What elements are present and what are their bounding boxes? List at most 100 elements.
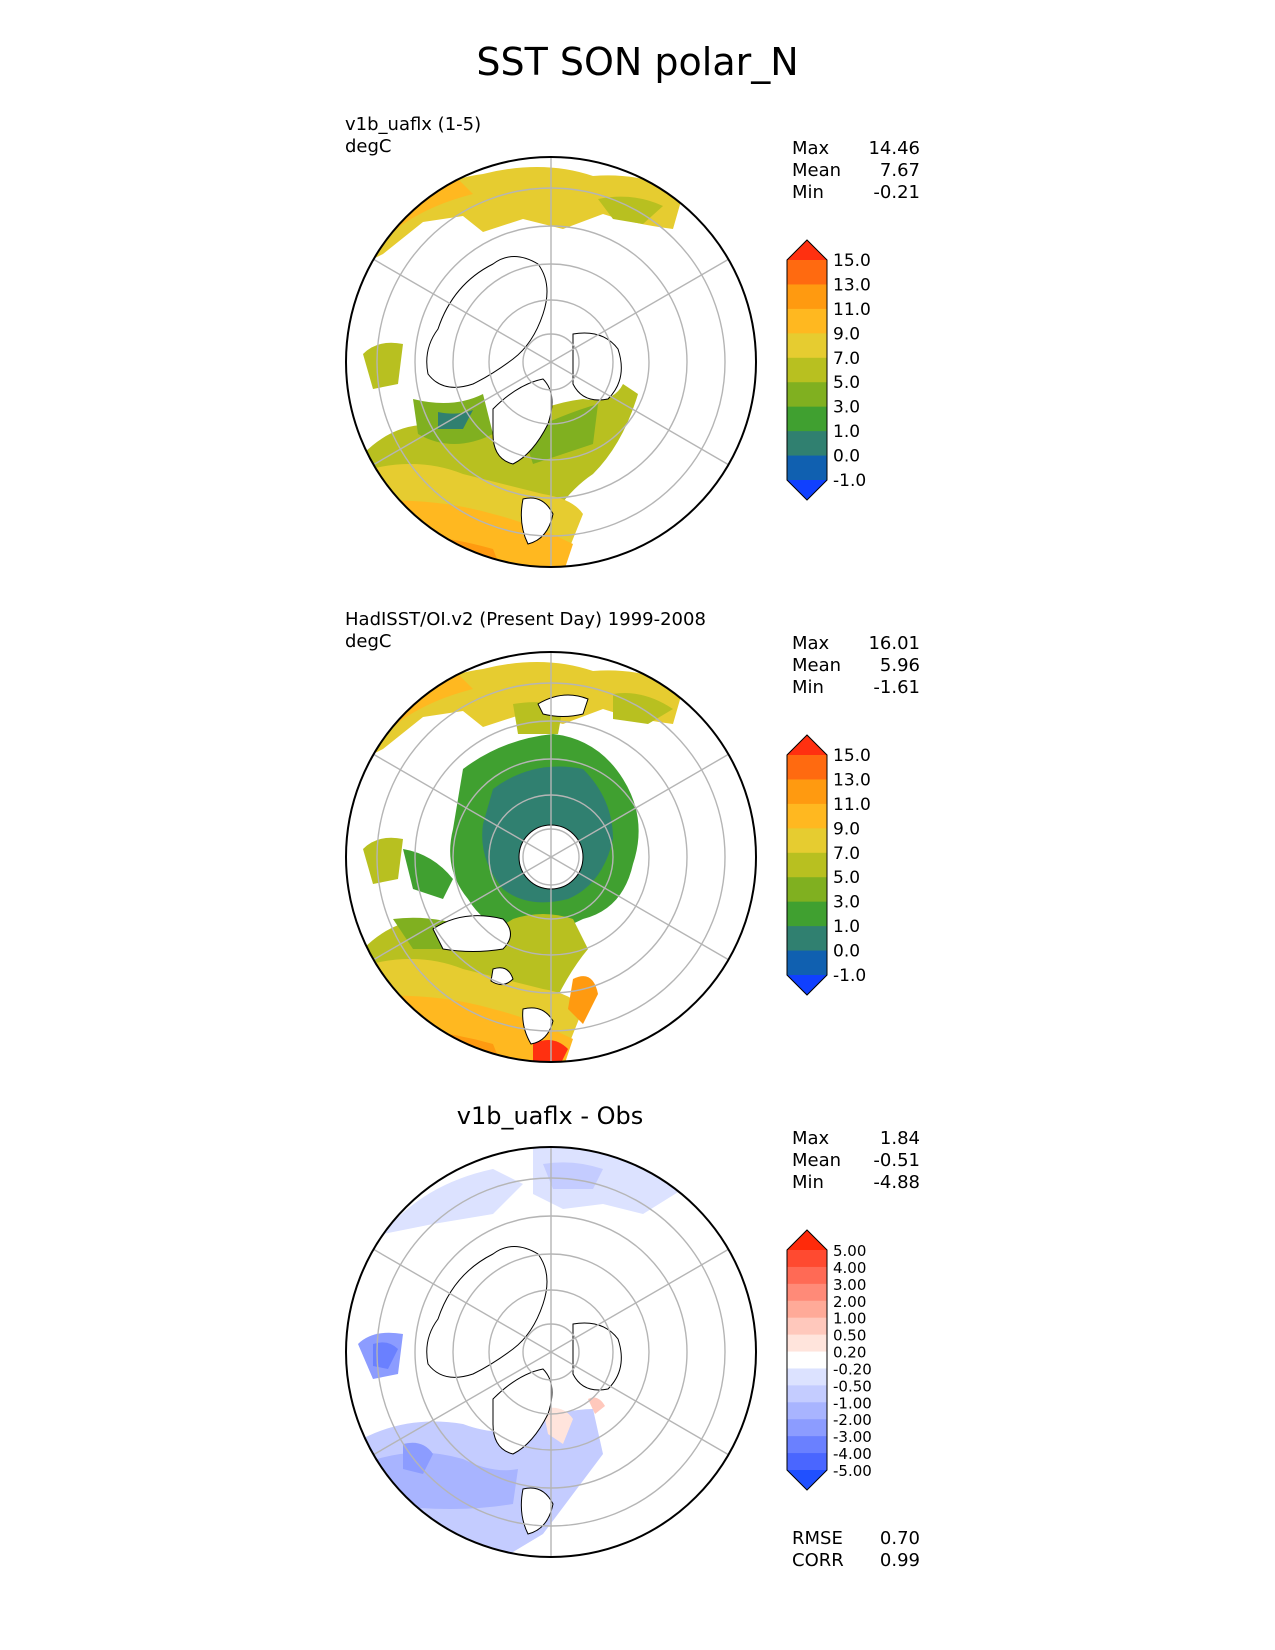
stat-label: Max [792, 138, 830, 159]
colorbar-swatch [787, 877, 827, 903]
polar-map [345, 651, 757, 1063]
stat-value: -1.61 [873, 677, 920, 698]
panel-test: v1b_uaflx (1-5) degC [0, 110, 1275, 600]
colorbar-swatch [787, 803, 827, 829]
stat-value: 14.46 [868, 138, 920, 159]
panel-title: HadISST/OI.v2 (Present Day) 1999-2008 de… [345, 609, 706, 653]
colorbar-swatch [787, 1334, 827, 1353]
colorbar-tick-label: 4.00 [833, 1259, 866, 1277]
stat-label: Mean [792, 160, 842, 181]
colorbar-tick-label: 5.0 [833, 373, 860, 393]
colorbar-swatch [787, 1385, 827, 1403]
colorbar-tick-label: 2.00 [833, 1293, 866, 1311]
stat-label: CORR [792, 1550, 844, 1571]
stat-label: Min [792, 677, 824, 698]
colorbar-swatch [787, 333, 827, 359]
stat-value: 7.67 [879, 160, 920, 181]
colorbar-swatch [787, 950, 827, 976]
panel-diff: v1b_uaflx - Obs [0, 1100, 1275, 1590]
colorbar-swatch [787, 406, 827, 432]
colorbar: 15.0 13.0 11.0 9.0 7.0 5.0 3.0 1.0 0.0 -1.0 [786, 239, 871, 501]
colorbar-swatch [787, 1419, 827, 1437]
stat-value: 5.96 [879, 655, 920, 676]
colorbar-tick-label: 9.0 [833, 819, 860, 839]
colorbar-tick-label: -0.20 [833, 1360, 872, 1378]
colorbar-swatch [787, 1436, 827, 1454]
colorbar-extend-min [787, 480, 827, 500]
panel-units: degC [345, 631, 392, 652]
colorbar-tick-label: -1.0 [833, 471, 866, 491]
colorbar-extend-max [787, 735, 827, 755]
colorbar-tick-label: 1.0 [833, 917, 860, 937]
stat-label: Min [792, 182, 824, 203]
stat-label: Mean [792, 655, 842, 676]
colorbar-swatch [787, 382, 827, 408]
colorbar-swatch [787, 455, 827, 481]
colorbar-tick-label: 15.0 [833, 746, 871, 766]
colorbar-tick-label: -3.00 [833, 1428, 872, 1446]
stats-box: Max 14.46 Mean 7.67 Min -0.21 [792, 138, 920, 204]
stat-value: 16.01 [868, 633, 920, 654]
colorbar-swatch [787, 901, 827, 927]
colorbar-tick-label: 5.0 [833, 868, 860, 888]
stat-label: Min [792, 1172, 824, 1193]
colorbar-tick-label: 3.00 [833, 1276, 866, 1294]
colorbar-tick-label: 0.0 [833, 942, 860, 962]
colorbar-tick-label: 5.00 [833, 1242, 866, 1260]
colorbar-tick-label: -4.00 [833, 1445, 872, 1463]
stat-label: Max [792, 1128, 830, 1149]
stat-value: 0.99 [879, 1550, 920, 1571]
colorbar-swatch [787, 779, 827, 805]
stats-box: Max 1.84 Mean -0.51 Min -4.88 [792, 1128, 920, 1194]
stat-value: -4.88 [873, 1172, 920, 1193]
colorbar-tick-label: -5.00 [833, 1462, 872, 1480]
stat-value: -0.51 [873, 1150, 920, 1171]
colorbar-tick-label: -1.00 [833, 1394, 872, 1412]
colorbar-tick-label: 3.0 [833, 893, 860, 913]
colorbar-tick-label: 13.0 [833, 275, 871, 295]
colorbar-swatch [787, 1266, 827, 1285]
figure-title: SST SON polar_N [476, 40, 799, 84]
colorbar-swatch [787, 1317, 827, 1336]
colorbar-tick-label: 13.0 [833, 770, 871, 790]
colorbar-tick-label: 11.0 [833, 795, 871, 815]
panel-units: degC [345, 136, 392, 157]
colorbar-swatch [787, 284, 827, 310]
stat-value: -0.21 [873, 182, 920, 203]
colorbar-tick-label: 0.20 [833, 1344, 866, 1362]
colorbar-swatch [787, 1368, 827, 1386]
colorbar-tick-label: 3.0 [833, 398, 860, 418]
colorbar-tick-label: 11.0 [833, 300, 871, 320]
stat-label: Mean [792, 1150, 842, 1171]
colorbar-tick-label: 0.0 [833, 447, 860, 467]
colorbar-outline [786, 239, 828, 501]
colorbar-swatch [787, 260, 827, 285]
colorbar-tick-label: 9.0 [833, 324, 860, 344]
error-stats: RMSE 0.70 CORR 0.99 [792, 1528, 920, 1572]
colorbar-outline [786, 1229, 828, 1491]
panel-title-line1: v1b_uaflx (1-5) [345, 114, 482, 135]
stat-value: 1.84 [879, 1128, 920, 1149]
colorbar-tick-label: -0.50 [833, 1377, 872, 1395]
colorbar-extend-min [787, 975, 827, 995]
colorbar-tick-label: -1.0 [833, 966, 866, 986]
colorbar-tick-label: 0.50 [833, 1327, 866, 1345]
polar-map [345, 1146, 757, 1558]
colorbar-swatch [787, 828, 827, 854]
colorbar-tick-label: 15.0 [833, 251, 871, 271]
colorbar-swatch [787, 926, 827, 952]
colorbar-tick-label: 7.0 [833, 844, 860, 864]
colorbar-tick-label: 1.00 [833, 1310, 866, 1328]
panel-title: v1b_uaflx (1-5) degC [345, 114, 481, 158]
colorbar-swatch [787, 357, 827, 383]
colorbar-swatch [787, 755, 827, 780]
colorbar-swatch [787, 431, 827, 457]
colorbar-outline [786, 734, 828, 996]
colorbar-tick-label: 7.0 [833, 349, 860, 369]
colorbar-swatch [787, 1283, 827, 1302]
stat-label: RMSE [792, 1528, 843, 1549]
stat-value: 0.70 [879, 1528, 920, 1549]
colorbar-tick-label: -2.00 [833, 1411, 872, 1429]
colorbar: 15.0 13.0 11.0 9.0 7.0 5.0 3.0 1.0 0.0 -1.0 [786, 734, 871, 996]
colorbar: 5.004.003.002.001.000.500.20-0.20-0.50-1… [786, 1229, 872, 1491]
